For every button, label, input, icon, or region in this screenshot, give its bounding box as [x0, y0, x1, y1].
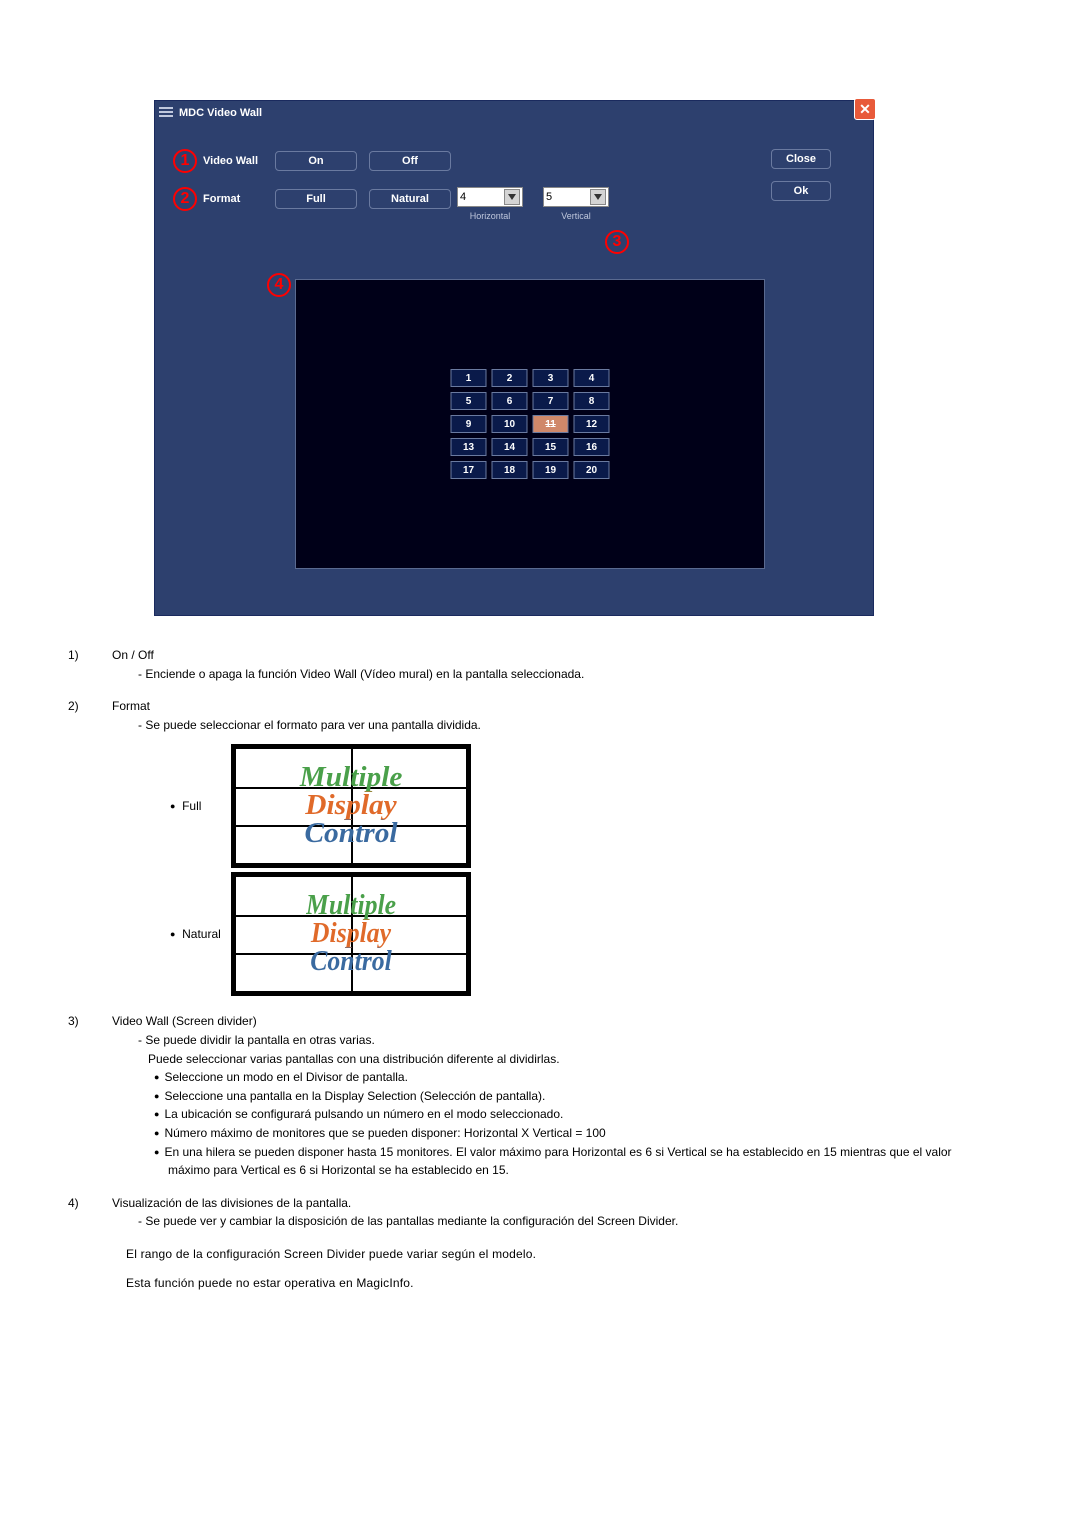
dash-text: Se puede seleccionar el formato para ver… — [112, 716, 990, 735]
mdc-video-wall-window: MDC Video Wall ✕ 1 Video Wall On Off 2 F… — [154, 100, 874, 616]
grid-cell[interactable]: 7 — [533, 392, 569, 410]
mdc-logo-text: MultipleDisplayControl — [306, 892, 396, 976]
grid-cell[interactable]: 16 — [574, 438, 610, 456]
format-mode-label: ● Full — [170, 742, 231, 870]
dash-text: Enciende o apaga la función Video Wall (… — [112, 665, 990, 684]
list-item: 1)On / OffEnciende o apaga la función Vi… — [90, 646, 990, 683]
grid-cell[interactable]: 5 — [451, 392, 487, 410]
hv-dropdown-row: 4 Horizontal 5 Vertical — [457, 187, 629, 221]
chevron-down-icon — [504, 189, 520, 205]
natural-button[interactable]: Natural — [369, 189, 451, 209]
grid-cell[interactable]: 8 — [574, 392, 610, 410]
bullet-text: Seleccione una pantalla en la Display Se… — [112, 1087, 990, 1106]
document-body: 1)On / OffEnciende o apaga la función Vi… — [90, 646, 990, 1292]
horizontal-select[interactable]: 4 — [457, 187, 523, 207]
grid-cell[interactable]: 13 — [451, 438, 487, 456]
screen-grid: 1234567891011121314151617181920 — [451, 369, 610, 479]
grid-cell[interactable]: 9 — [451, 415, 487, 433]
horizontal-value: 4 — [460, 191, 466, 203]
grid-cell[interactable]: 11 — [533, 415, 569, 433]
titlebar: MDC Video Wall ✕ — [155, 101, 873, 125]
on-button[interactable]: On — [275, 151, 357, 171]
dash-text: Se puede ver y cambiar la disposición de… — [112, 1212, 990, 1231]
window-title: MDC Video Wall — [179, 107, 262, 119]
grid-cell[interactable]: 18 — [492, 461, 528, 479]
list-item: 3)Video Wall (Screen divider)Se puede di… — [90, 1012, 990, 1179]
vertical-select[interactable]: 5 — [543, 187, 609, 207]
grid-cell[interactable]: 2 — [492, 369, 528, 387]
grid-cell[interactable]: 1 — [451, 369, 487, 387]
note-text: El rango de la configuración Screen Divi… — [126, 1245, 990, 1264]
badge-1: 1 — [173, 149, 197, 173]
format-mode-table: ● Full MultipleDisplayControl ● Natural Mul… — [170, 742, 481, 998]
horizontal-group: 4 Horizontal — [457, 187, 523, 221]
format-preview-box: MultipleDisplayControl — [231, 744, 471, 868]
mdc-logo-text: MultipleDisplayControl — [299, 764, 402, 848]
grid-cell[interactable]: 15 — [533, 438, 569, 456]
grid-cell[interactable]: 17 — [451, 461, 487, 479]
format-label: Format — [203, 193, 275, 205]
list-item: 4)Visualización de las divisiones de la … — [90, 1194, 990, 1231]
note-text: Esta función puede no estar operativa en… — [126, 1274, 990, 1293]
grid-cell[interactable]: 6 — [492, 392, 528, 410]
ok-button[interactable]: Ok — [771, 181, 831, 201]
badge-4: 4 — [267, 273, 291, 297]
vertical-value: 5 — [546, 191, 552, 203]
grid-cell[interactable]: 10 — [492, 415, 528, 433]
video-wall-row: 1 Video Wall On Off — [173, 149, 855, 173]
bullet-text: Número máximo de monitores que se pueden… — [112, 1124, 990, 1143]
vertical-label: Vertical — [561, 211, 591, 221]
bullet-text: La ubicación se configurará pulsando un … — [112, 1105, 990, 1124]
badge-3: 3 — [605, 230, 629, 254]
vertical-group: 5 Vertical — [543, 187, 609, 221]
screen-preview-pane: 1234567891011121314151617181920 — [295, 279, 765, 569]
window-body: 1 Video Wall On Off 2 Format Full Natura… — [155, 125, 873, 615]
off-button[interactable]: Off — [369, 151, 451, 171]
dash-text: Se puede dividir la pantalla en otras va… — [112, 1031, 990, 1050]
badge-2: 2 — [173, 187, 197, 211]
bullet-text: En una hilera se pueden disponer hasta 1… — [112, 1143, 990, 1180]
grid-cell[interactable]: 14 — [492, 438, 528, 456]
video-wall-label: Video Wall — [203, 155, 275, 167]
full-button[interactable]: Full — [275, 189, 357, 209]
format-mode-label: ● Natural — [170, 870, 231, 998]
grid-cell[interactable]: 4 — [574, 369, 610, 387]
bullet-text: Seleccione un modo en el Divisor de pant… — [112, 1068, 990, 1087]
close-icon[interactable]: ✕ — [854, 98, 876, 120]
right-button-group: Close Ok — [771, 149, 843, 201]
grid-cell[interactable]: 19 — [533, 461, 569, 479]
chevron-down-icon — [590, 189, 606, 205]
grid-cell[interactable]: 3 — [533, 369, 569, 387]
grid-cell[interactable]: 20 — [574, 461, 610, 479]
grid-cell[interactable]: 12 — [574, 415, 610, 433]
window-icon — [159, 107, 173, 119]
list-item: 2)FormatSe puede seleccionar el formato … — [90, 697, 990, 998]
close-button[interactable]: Close — [771, 149, 831, 169]
format-preview-box: MultipleDisplayControl — [231, 872, 471, 996]
horizontal-label: Horizontal — [470, 211, 511, 221]
body-text: Puede seleccionar varias pantallas con u… — [112, 1050, 990, 1069]
